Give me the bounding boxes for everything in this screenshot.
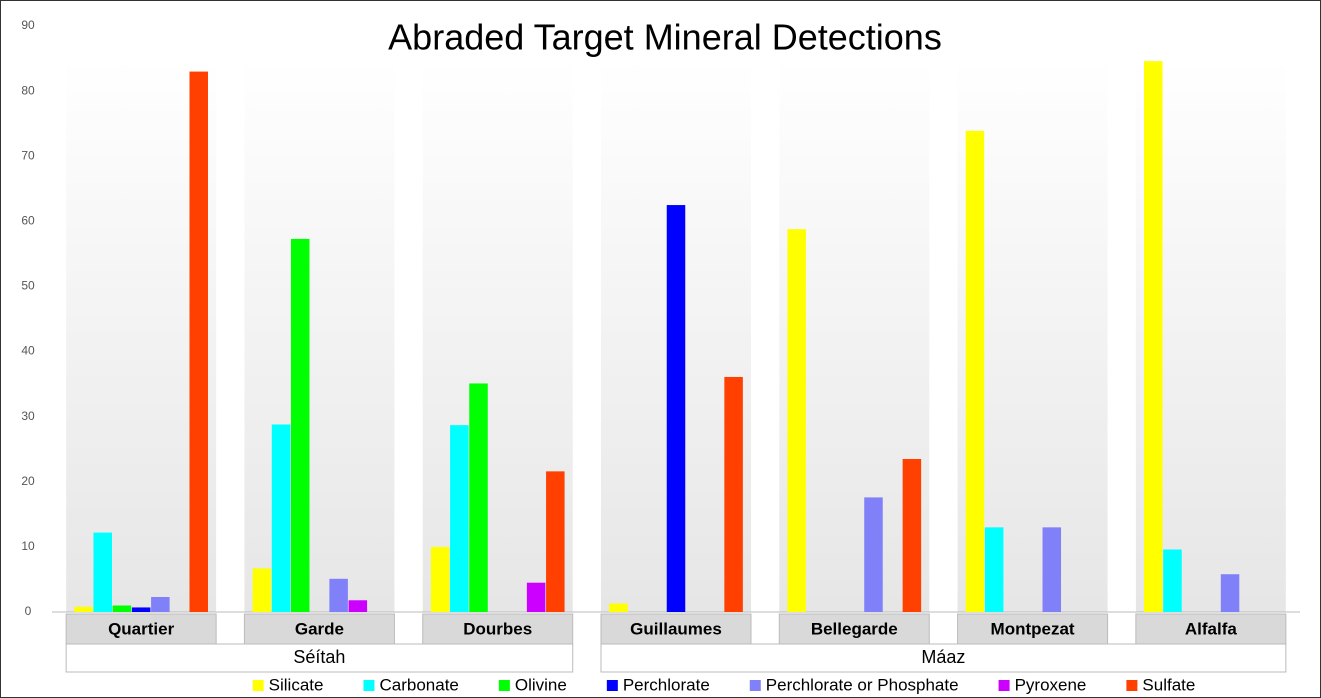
y-tick-label: 90 [21,18,35,32]
legend-swatch [1126,680,1138,691]
bar [609,603,628,612]
category-box [422,613,574,645]
category-shade [244,58,395,612]
bar [348,600,368,612]
group-label: Máaz [921,647,965,667]
legend-swatch [363,680,375,691]
legend-label: Pyroxene [1015,675,1087,694]
bar [666,205,686,613]
bar [724,376,743,612]
y-tick-label: 30 [21,409,35,423]
x-tick-label: Montpezat [991,619,1075,638]
bar [965,130,985,612]
category-box [65,613,217,645]
bar [1144,61,1163,613]
x-tick-label: Bellegarde [811,619,898,638]
y-tick-label: 80 [21,83,35,97]
category-box [1135,613,1287,645]
group-box [600,643,1287,673]
legend: Silicate Carbonate Olivine Perchlorate Perch… [252,675,1195,694]
bar [271,424,291,612]
bar [902,458,922,612]
bar [787,229,806,612]
legend-label: Carbonate [379,675,458,694]
x-tick-label: Dourbes [463,619,532,638]
y-tick-label: 70 [21,148,35,162]
legend-label: Perchlorate or Phosphate [766,675,959,694]
bar [112,605,132,612]
group-box [65,643,574,673]
legend-swatch [252,680,264,691]
bar [984,527,1004,612]
bar [1220,574,1240,612]
bar [189,71,208,613]
legend-swatch [606,680,618,691]
bar [131,607,151,612]
category-box [243,613,395,645]
x-tick-label: Quartier [108,619,175,638]
bar [430,546,450,612]
legend-swatch [998,680,1010,691]
bar [864,497,883,612]
bar [1042,527,1062,612]
x-tick-label: Alfalfa [1185,619,1238,638]
legend-label: Olivine [515,675,567,694]
y-tick-label: 20 [21,474,35,488]
bar [546,471,565,612]
legend-swatch [498,680,510,691]
legend-label: Perchlorate [623,675,710,694]
bar [469,383,488,612]
bar [1163,549,1182,612]
y-tick-label: 50 [21,279,35,293]
legend-label: Silicate [269,675,324,694]
legend-label: Sulfate [1142,675,1195,694]
bar [93,532,112,612]
bar [151,597,170,612]
y-tick-label: 60 [21,214,35,228]
chart-title: Abraded Target Mineral Detections [388,17,942,58]
x-tick-label: Guillaumes [630,619,722,638]
bar [252,568,272,612]
bar [526,582,546,612]
y-tick-label: 10 [21,539,35,553]
legend-swatch [749,680,761,691]
y-tick-label: 0 [25,604,32,618]
y-tick-label: 40 [21,344,35,358]
bar [450,425,469,612]
group-label: Séítah [293,647,345,667]
bar [290,238,310,612]
x-tick-label: Garde [295,619,344,638]
bar [74,606,93,612]
bar [329,578,348,612]
